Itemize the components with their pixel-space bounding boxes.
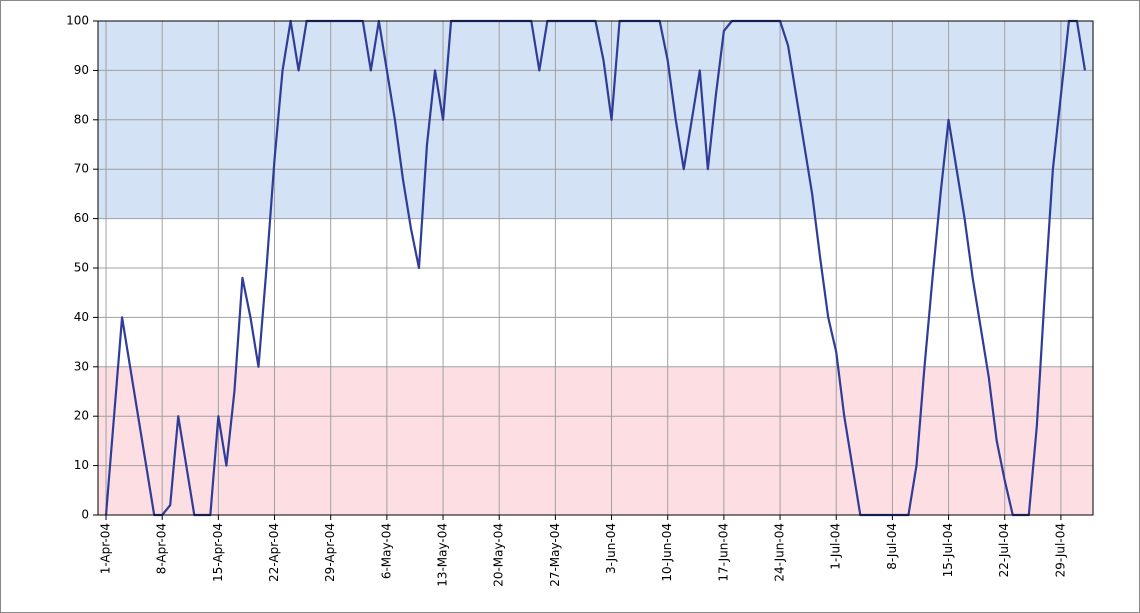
y-tick-label: 70: [74, 162, 89, 176]
y-tick-label: 80: [74, 112, 89, 126]
x-tick-label: 20-May-04: [492, 523, 506, 587]
x-tick-label: 24-Jun-04: [773, 523, 787, 582]
x-tick-label: 22-Jul-04: [997, 523, 1011, 577]
y-tick-label: 50: [74, 261, 89, 275]
y-tick-label: 30: [74, 359, 89, 373]
x-tick-label: 15-Apr-04: [211, 523, 225, 582]
y-tick-label: 100: [66, 14, 89, 28]
y-tick-label: 0: [81, 508, 89, 522]
x-tick-label: 29-Apr-04: [323, 523, 337, 582]
x-tick-label: 1-Jul-04: [829, 523, 843, 570]
x-tick-label: 6-May-04: [379, 523, 393, 579]
plot-border: [97, 20, 1094, 516]
x-tick-label: 8-Jul-04: [885, 523, 899, 570]
band: [98, 366, 1093, 515]
y-tick-label: 40: [74, 310, 89, 324]
x-tick-label: 22-Apr-04: [267, 523, 281, 582]
y-tick-label: 90: [74, 63, 89, 77]
x-tick-label: 13-May-04: [436, 523, 450, 587]
y-tick-label: 60: [74, 211, 89, 225]
y-tick-label: 20: [74, 409, 89, 423]
x-tick-label: 15-Jul-04: [941, 523, 955, 577]
x-tick-label: 27-May-04: [548, 523, 562, 587]
x-tick-label: 10-Jun-04: [660, 523, 674, 582]
x-tick-label: 8-Apr-04: [155, 523, 169, 574]
x-tick-label: 3-Jun-04: [604, 523, 618, 574]
x-tick-label: 1-Apr-04: [99, 523, 113, 574]
y-tick-label: 10: [74, 458, 89, 472]
band: [98, 218, 1093, 367]
x-tick-label: 29-Jul-04: [1053, 523, 1067, 577]
x-tick-label: 17-Jun-04: [716, 523, 730, 582]
